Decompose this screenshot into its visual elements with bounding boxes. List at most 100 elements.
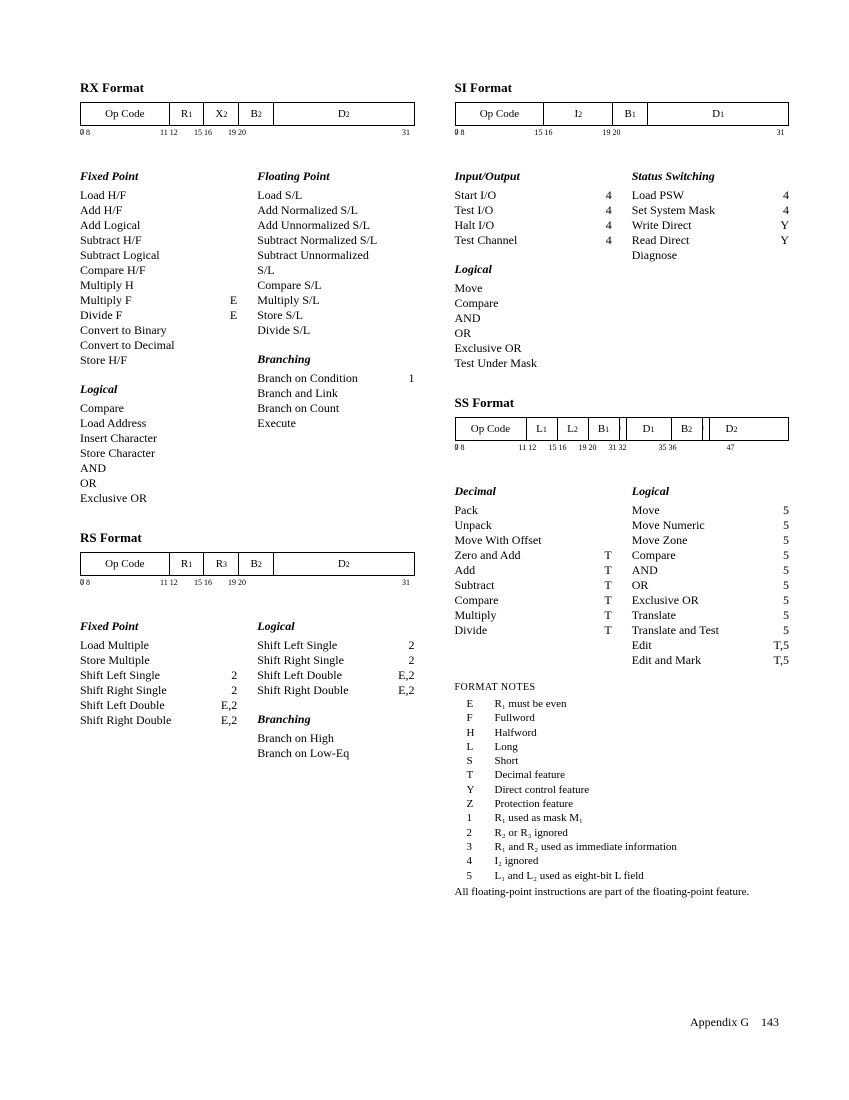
instruction-note [387,401,415,416]
instruction-row: Convert to Decimal [80,338,237,353]
rx-branch-heading: Branching [257,352,414,367]
instruction-row: Compare H/F [80,263,237,278]
rx-branch-list: Branch on Condition1Branch and LinkBranc… [257,371,414,431]
instruction-row: Multiply FE [80,293,237,308]
instruction-row: Edit and MarkT,5 [632,653,789,668]
instruction-row: Subtract Normalized S/L [257,233,414,248]
instruction-row: Shift Left Single2 [80,668,237,683]
instruction-note [387,386,415,401]
bit-label: 31 32 [609,443,659,452]
instruction-name: Move [632,503,761,518]
instruction-row: Exclusive OR [455,341,612,356]
rs-branch-list: Branch on HighBranch on Low-Eq [257,731,414,761]
instruction-note: E,2 [209,713,237,728]
note-value: R₁ must be even [495,697,790,711]
bit-label: 19 20 [228,128,262,137]
instruction-note: E,2 [387,668,415,683]
instruction-row: AND [80,461,237,476]
note-value: Fullword [495,711,790,725]
instruction-name: Translate and Test [632,623,761,638]
instruction-name: Shift Right Single [80,683,209,698]
format-field: R3 [204,553,239,575]
instruction-row: Divide FE [80,308,237,323]
instruction-note: E,2 [387,683,415,698]
instruction-row: Shift Right Single2 [257,653,414,668]
instruction-note [209,353,237,368]
instruction-note [209,188,237,203]
instruction-note [209,416,237,431]
instruction-name: Subtract Logical [80,248,209,263]
si-logical-list: MoveCompareANDORExclusive ORTest Under M… [455,281,612,371]
instruction-note [209,401,237,416]
instruction-note: E [209,293,237,308]
instruction-note [209,476,237,491]
bit-label: 35 36 [659,443,689,452]
rs-format-diagram: Op CodeR1R3B2D2 [80,552,415,576]
instruction-name: Test I/O [455,203,584,218]
right-column: SI Format Op CodeI2B1D1 07 815 1619 2031… [455,80,790,899]
instruction-name: Multiply F [80,293,209,308]
notes-title: FORMAT NOTES [455,682,790,693]
bit-label: 15 16 [535,128,603,137]
instruction-row: Add Logical [80,218,237,233]
rs-fixed-list: Load MultipleStore MultipleShift Left Si… [80,638,237,728]
instruction-note [209,491,237,506]
note-row: HHalfword [455,726,790,740]
instruction-name: Store S/L [257,308,386,323]
instruction-row: AND [455,311,612,326]
instruction-name: Branch on High [257,731,386,746]
note-row: YDirect control feature [455,783,790,797]
instruction-name: Exclusive OR [80,491,209,506]
bit-label: 47 [689,443,735,452]
rx-float-heading: Floating Point [257,169,414,184]
rs-logical-list: Shift Left Single2Shift Right Single2Shi… [257,638,414,698]
instruction-name: Branch on Low-Eq [257,746,386,761]
instruction-name: Read Direct [632,233,761,248]
instruction-row: Multiply H [80,278,237,293]
si-io-heading: Input/Output [455,169,612,184]
instruction-note: E,2 [209,698,237,713]
instruction-row: Subtract Unnormalized S/L [257,248,414,278]
instruction-note [387,731,415,746]
instruction-name: Shift Right Double [257,683,386,698]
ss-bit-labels: 07 811 1215 1619 2031 3235 3647 [455,443,790,452]
note-row: 5L₁ and L₂ used as eight-bit L field [455,869,790,883]
instruction-row: Set System Mask4 [632,203,789,218]
bit-label: 15 16 [194,128,228,137]
instruction-row: Halt I/O4 [455,218,612,233]
instruction-row: Pack [455,503,612,518]
instruction-row: Load Multiple [80,638,237,653]
instruction-name: Set System Mask [632,203,761,218]
instruction-note [584,356,612,371]
instruction-row: Branch on Condition1 [257,371,414,386]
instruction-name: Divide [455,623,584,638]
note-row: FFullword [455,711,790,725]
instruction-name: Add H/F [80,203,209,218]
si-bit-labels: 07 815 1619 2031 [455,128,790,137]
instruction-note: 2 [387,638,415,653]
instruction-row: Shift Left DoubleE,2 [257,668,414,683]
rs-bit-labels: 07 811 1215 1619 2031 [80,578,415,587]
zigzag-break: ⦚ [620,418,627,440]
instruction-row: Branch and Link [257,386,414,401]
format-field: L1 [527,418,558,440]
instruction-row: Add Unnormalized S/L [257,218,414,233]
si-io-list: Start I/O4Test I/O4Halt I/O4Test Channel… [455,188,612,248]
instruction-note: 5 [761,608,789,623]
instruction-row: Insert Character [80,431,237,446]
instruction-note: 4 [584,233,612,248]
note-key: T [455,768,495,782]
note-row: LLong [455,740,790,754]
format-field: D2 [274,553,413,575]
note-key: F [455,711,495,725]
instruction-name: Store H/F [80,353,209,368]
instruction-name: Subtract Unnormalized S/L [257,248,386,278]
instruction-name: Edit and Mark [632,653,761,668]
rs-title: RS Format [80,530,415,546]
instruction-note [387,233,415,248]
instruction-name: Add Normalized S/L [257,203,386,218]
bit-label: 11 12 [519,443,549,452]
instruction-row: Store Character [80,446,237,461]
format-field: R1 [170,553,205,575]
instruction-row: Compare [455,296,612,311]
